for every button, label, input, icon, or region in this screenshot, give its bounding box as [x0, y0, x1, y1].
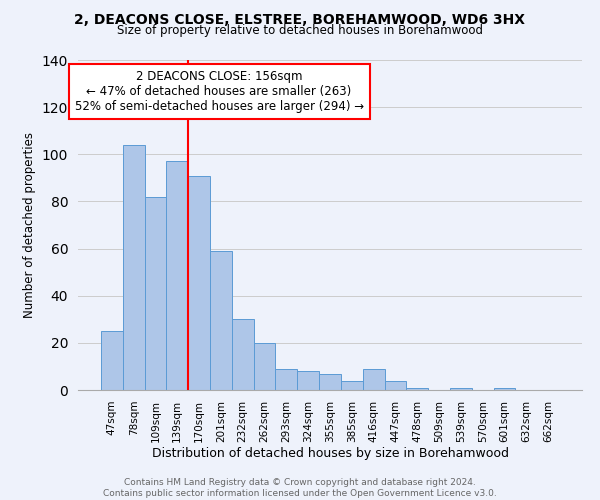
Bar	[406, 388, 428, 390]
Bar	[363, 369, 385, 390]
Text: 2, DEACONS CLOSE, ELSTREE, BOREHAMWOOD, WD6 3HX: 2, DEACONS CLOSE, ELSTREE, BOREHAMWOOD, …	[74, 12, 526, 26]
Bar	[210, 251, 232, 390]
Text: Size of property relative to detached houses in Borehamwood: Size of property relative to detached ho…	[117, 24, 483, 37]
Bar	[166, 162, 188, 390]
Bar	[145, 196, 166, 390]
Bar	[297, 371, 319, 390]
Bar	[254, 343, 275, 390]
Text: 2 DEACONS CLOSE: 156sqm
← 47% of detached houses are smaller (263)
52% of semi-d: 2 DEACONS CLOSE: 156sqm ← 47% of detache…	[74, 70, 364, 113]
Bar	[275, 369, 297, 390]
Y-axis label: Number of detached properties: Number of detached properties	[23, 132, 37, 318]
Text: Contains HM Land Registry data © Crown copyright and database right 2024.
Contai: Contains HM Land Registry data © Crown c…	[103, 478, 497, 498]
Bar	[385, 380, 406, 390]
Bar	[188, 176, 210, 390]
Bar	[123, 145, 145, 390]
X-axis label: Distribution of detached houses by size in Borehamwood: Distribution of detached houses by size …	[151, 448, 509, 460]
Bar	[450, 388, 472, 390]
Bar	[341, 380, 363, 390]
Bar	[232, 320, 254, 390]
Bar	[319, 374, 341, 390]
Bar	[494, 388, 515, 390]
Bar	[101, 331, 123, 390]
